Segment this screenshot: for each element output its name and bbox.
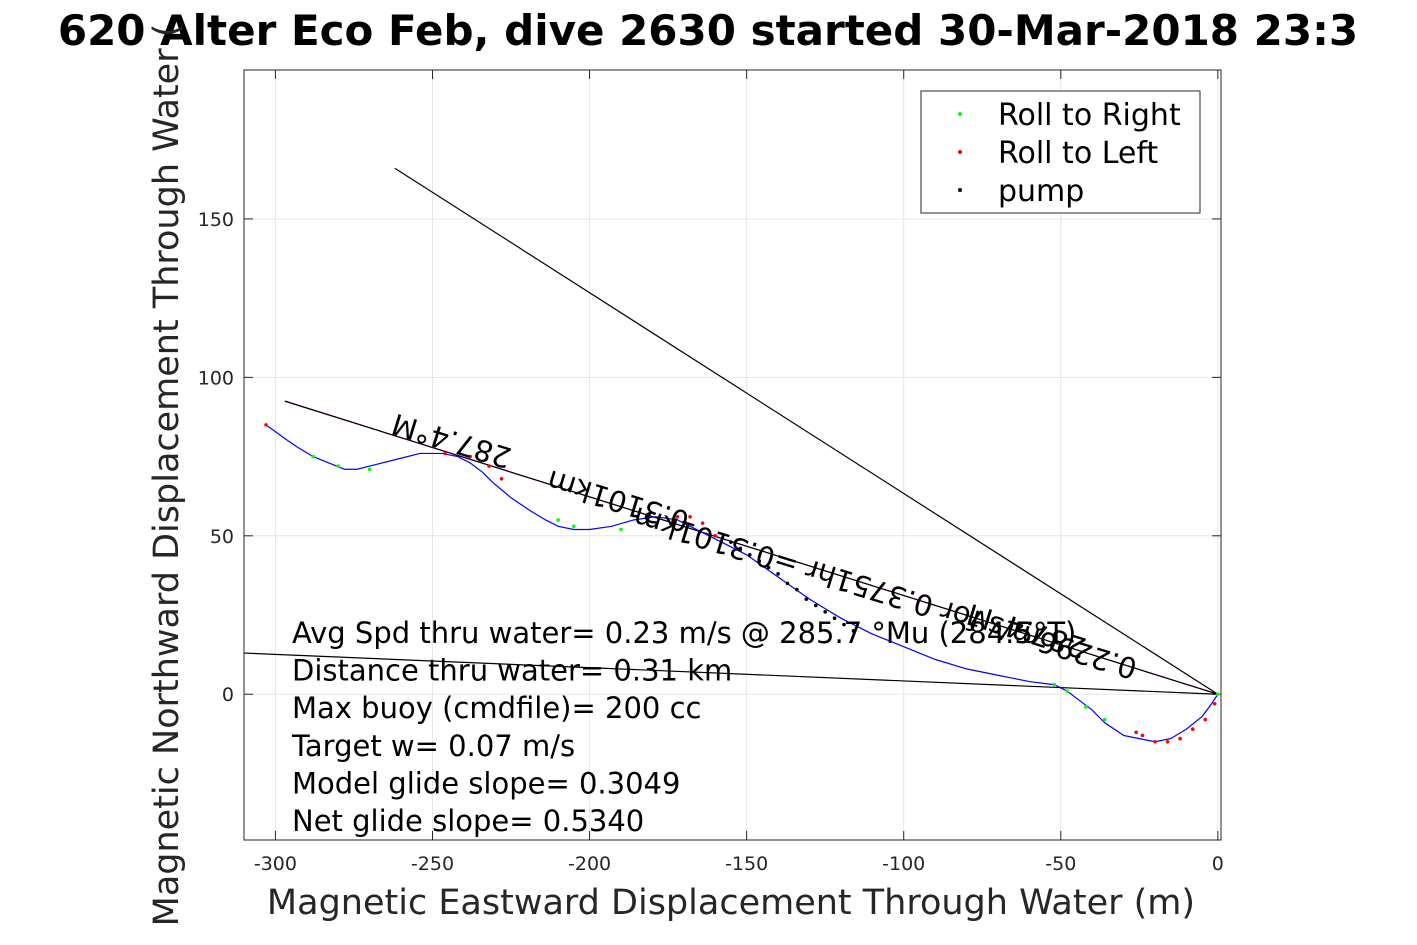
pump-point <box>813 603 818 608</box>
stat-annotation: Model glide slope= 0.3049 <box>292 766 680 800</box>
legend-label: pump <box>998 174 1084 209</box>
pump-point <box>832 616 837 620</box>
roll-left-point <box>1153 739 1157 744</box>
x-tick-label: -200 <box>568 853 611 875</box>
roll-right-point <box>311 454 315 459</box>
y-tick-label: 0 <box>222 684 234 706</box>
roll-right-point <box>1216 692 1220 697</box>
track-direction-label: 287.4°M <box>388 407 515 475</box>
pump-point <box>804 597 809 601</box>
y-tick-label: 150 <box>198 209 234 231</box>
stat-annotation: Distance thru water= 0.31 km <box>292 654 732 688</box>
roll-right-point <box>1084 705 1088 709</box>
x-tick-label: -150 <box>725 853 768 875</box>
roll-left-point <box>264 423 268 427</box>
roll-left-point <box>443 451 447 456</box>
pump-point <box>785 581 790 586</box>
pump-point <box>842 622 846 627</box>
legend-label: Roll to Right <box>998 98 1181 133</box>
roll-left-point <box>1134 730 1138 735</box>
y-tick-label: 50 <box>210 526 234 548</box>
roll-right-point <box>1065 689 1069 693</box>
roll-left-point <box>1165 739 1170 744</box>
x-tick-label: 0 <box>1212 853 1224 875</box>
pump-point <box>729 540 733 544</box>
reference-line <box>243 652 1218 695</box>
pump-point <box>738 546 743 551</box>
roll-left-point <box>499 476 504 481</box>
roll-right-point <box>619 527 623 532</box>
point-layer <box>264 423 1220 744</box>
x-tick-label: -300 <box>254 853 297 875</box>
roll-left-point <box>700 521 705 525</box>
legend-marker <box>958 188 962 192</box>
stats-annotations: Avg Spd thru water= 0.23 m/s @ 285.7 °Mu… <box>291 616 1076 838</box>
roll-left-point <box>1178 736 1182 741</box>
pump-point <box>747 553 752 557</box>
pump-point <box>757 559 762 563</box>
roll-left-point <box>688 514 692 519</box>
y-tick-label: 100 <box>198 367 234 389</box>
roll-right-point <box>1102 717 1107 722</box>
roll-left-point <box>713 534 718 538</box>
stat-annotation: Avg Spd thru water= 0.23 m/s @ 285.7 °Mu… <box>292 616 1076 650</box>
roll-left-point <box>1140 733 1145 738</box>
stat-annotation: Net glide slope= 0.5340 <box>292 804 644 838</box>
roll-right-point <box>1052 682 1057 687</box>
roll-right-point <box>367 467 372 472</box>
roll-right-point <box>572 524 576 529</box>
legend-box <box>920 90 1201 214</box>
x-tick-label: -50 <box>1045 853 1076 875</box>
roll-left-point <box>487 464 491 468</box>
y-axis-label: Magnetic Northward Displacement Through … <box>147 24 187 927</box>
pump-point <box>766 565 771 570</box>
legend-marker <box>958 150 962 154</box>
x-axis-label: Magnetic Eastward Displacement Through W… <box>267 883 1195 923</box>
pump-point <box>823 610 827 614</box>
roll-left-point <box>1203 717 1208 722</box>
reference-line <box>394 167 1219 695</box>
roll-left-point <box>675 514 680 519</box>
plot-area-frame <box>243 69 1222 841</box>
stat-annotation: Target w= 0.07 m/s <box>291 729 575 763</box>
track-layer <box>265 424 1219 743</box>
reference-line <box>284 400 1219 695</box>
stat-annotation: Max buoy (cmdfile)= 200 cc <box>292 691 701 725</box>
reference-lines <box>243 167 1219 695</box>
legend-label: Roll to Left <box>998 136 1158 171</box>
chart-title: 620 Alter Eco Feb, dive 2630 started 30-… <box>58 6 1358 55</box>
roll-right-point <box>336 464 341 468</box>
roll-left-point <box>1212 701 1217 706</box>
pump-point <box>851 629 856 633</box>
roll-left-point <box>1190 727 1195 731</box>
legend-marker <box>958 112 962 116</box>
x-tick-label: -250 <box>411 853 454 875</box>
pump-point <box>795 587 799 592</box>
roll-left-point <box>468 454 472 459</box>
roll-right-point <box>556 518 560 522</box>
axis-ticks: -300 -250 -200 -150 -100 -50 0 0 50 100 150 <box>198 70 1224 875</box>
x-tick-label: -100 <box>882 853 925 875</box>
track-line <box>265 424 1219 743</box>
pump-point <box>776 572 780 576</box>
